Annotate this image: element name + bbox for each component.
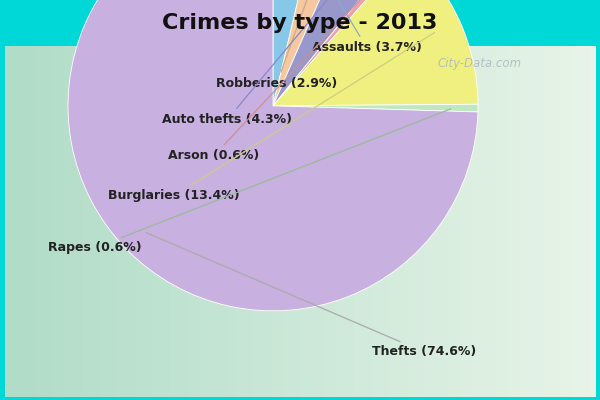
Text: Auto thefts (4.3%): Auto thefts (4.3%) [162, 0, 365, 126]
Text: Thefts (74.6%): Thefts (74.6%) [146, 232, 476, 358]
Text: Robberies (2.9%): Robberies (2.9%) [216, 0, 337, 90]
Text: Arson (0.6%): Arson (0.6%) [168, 0, 388, 162]
Text: Assaults (3.7%): Assaults (3.7%) [295, 0, 422, 54]
Wedge shape [273, 104, 478, 112]
Text: City-Data.com: City-Data.com [438, 58, 522, 70]
Wedge shape [273, 0, 403, 106]
Wedge shape [273, 0, 478, 106]
Wedge shape [273, 0, 320, 106]
Wedge shape [68, 0, 478, 311]
Text: Rapes (0.6%): Rapes (0.6%) [48, 109, 451, 254]
Text: Burglaries (13.4%): Burglaries (13.4%) [108, 32, 435, 202]
Wedge shape [273, 0, 409, 106]
Text: Crimes by type - 2013: Crimes by type - 2013 [163, 13, 437, 33]
Wedge shape [273, 0, 356, 106]
